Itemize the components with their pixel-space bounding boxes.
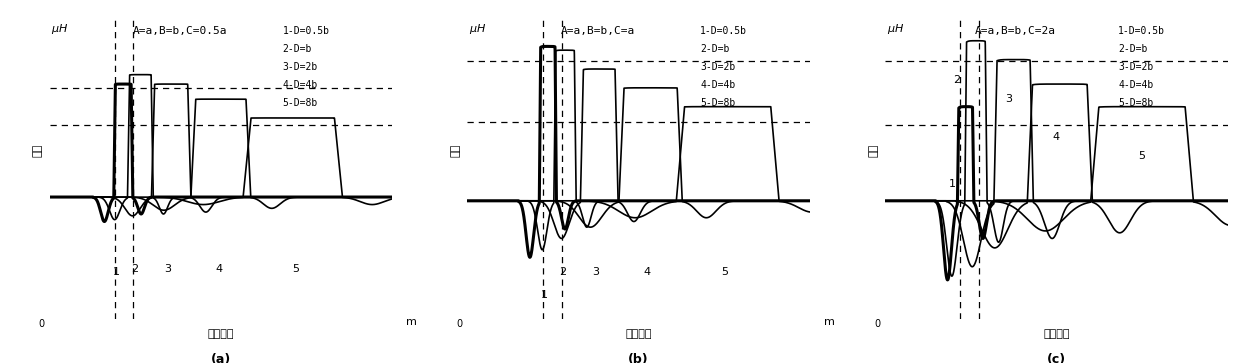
Text: (c): (c) <box>1047 353 1066 363</box>
Text: 3: 3 <box>164 264 171 274</box>
Text: 1: 1 <box>113 268 120 277</box>
Text: 1-D=0.5b: 1-D=0.5b <box>283 26 330 36</box>
Text: 3: 3 <box>593 268 599 277</box>
Text: 4-D=4b: 4-D=4b <box>1118 80 1153 90</box>
Text: 5: 5 <box>720 268 728 277</box>
Text: 4: 4 <box>216 264 223 274</box>
Text: 1-D=0.5b: 1-D=0.5b <box>701 26 748 36</box>
Text: 互感: 互感 <box>450 143 460 156</box>
Text: 4: 4 <box>1053 132 1060 142</box>
Text: 4-D=4b: 4-D=4b <box>701 80 735 90</box>
Text: 5: 5 <box>293 264 300 274</box>
Text: 4: 4 <box>644 268 651 277</box>
Text: 0: 0 <box>38 319 45 330</box>
Text: 2: 2 <box>954 75 961 85</box>
Text: 5-D=8b: 5-D=8b <box>701 98 735 107</box>
Text: 2-D=b: 2-D=b <box>1118 44 1147 54</box>
Text: A=a,B=b,C=0.5a: A=a,B=b,C=0.5a <box>133 26 227 36</box>
Text: 5-D=8b: 5-D=8b <box>283 98 317 107</box>
Text: 互感: 互感 <box>32 143 42 156</box>
Text: $\mu H$: $\mu H$ <box>51 22 68 36</box>
Text: 水平位移: 水平位移 <box>207 329 234 339</box>
Text: (b): (b) <box>629 353 649 363</box>
Text: 1: 1 <box>541 290 548 300</box>
Text: 2: 2 <box>131 264 138 274</box>
Text: 0: 0 <box>874 319 880 330</box>
Text: 1-D=0.5b: 1-D=0.5b <box>1118 26 1166 36</box>
Text: 0: 0 <box>456 319 463 330</box>
Text: 2: 2 <box>559 268 567 277</box>
Text: $\mu H$: $\mu H$ <box>469 22 486 36</box>
Text: A=a,B=b,C=a: A=a,B=b,C=a <box>560 26 635 36</box>
Text: (a): (a) <box>211 353 231 363</box>
Text: 2-D=b: 2-D=b <box>283 44 311 54</box>
Text: 水平位移: 水平位移 <box>625 329 652 339</box>
Text: 5-D=8b: 5-D=8b <box>1118 98 1153 107</box>
Text: m: m <box>823 317 835 326</box>
Text: 互感: 互感 <box>868 143 878 156</box>
Text: 3-D=2b: 3-D=2b <box>1118 62 1153 72</box>
Text: A=a,B=b,C=2a: A=a,B=b,C=2a <box>975 26 1055 36</box>
Text: 2-D=b: 2-D=b <box>701 44 729 54</box>
Text: 3-D=2b: 3-D=2b <box>283 62 317 72</box>
Text: 4-D=4b: 4-D=4b <box>283 80 317 90</box>
Text: m: m <box>405 317 417 326</box>
Text: 1: 1 <box>949 179 956 189</box>
Text: 水平位移: 水平位移 <box>1043 329 1070 339</box>
Text: 5: 5 <box>1138 151 1146 160</box>
Text: 3: 3 <box>1004 94 1012 104</box>
Text: 3-D=2b: 3-D=2b <box>701 62 735 72</box>
Text: $\mu H$: $\mu H$ <box>887 22 904 36</box>
